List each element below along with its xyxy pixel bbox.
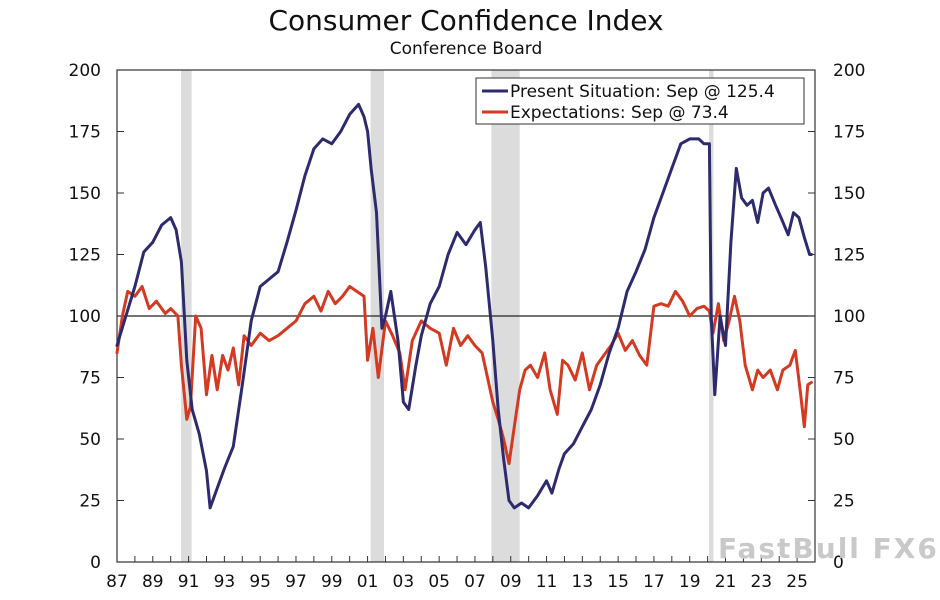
x-tick-label-13: 13: [572, 572, 594, 592]
y-tick-label-left-200: 200: [69, 61, 101, 81]
chart-subtitle: Conference Board: [390, 39, 543, 59]
x-tick-label-03: 03: [393, 572, 415, 592]
x-tick-label-07: 07: [464, 572, 486, 592]
watermark: FastBull FX678: [718, 532, 940, 565]
legend-box: [475, 77, 805, 125]
x-tick-label-01: 01: [357, 572, 379, 592]
x-tick-label-95: 95: [249, 572, 271, 592]
y-tick-label-left-25: 25: [79, 492, 101, 512]
y-tick-label-left-125: 125: [69, 246, 101, 266]
y-tick-label-right-200: 200: [833, 61, 865, 81]
y-tick-label-right-25: 25: [833, 492, 855, 512]
x-tick-label-09: 09: [500, 572, 522, 592]
y-tick-label-left-50: 50: [79, 430, 101, 450]
series-lines: [115, 102, 813, 510]
y-tick-label-right-100: 100: [833, 307, 865, 327]
x-tick-label-87: 87: [106, 572, 128, 592]
y-tick-label-right-50: 50: [833, 430, 855, 450]
x-tick-label-91: 91: [178, 572, 200, 592]
axes: 0 0 25 25 50 50 75 75 100 100 125 125 150 150 175 175 20…: [69, 61, 866, 592]
x-tick-label-99: 99: [321, 572, 343, 592]
y-tick-label-left-0: 0: [90, 553, 101, 573]
y-tick-label-right-125: 125: [833, 246, 865, 266]
x-tick-label-89: 89: [142, 572, 164, 592]
x-tick-label-21: 21: [715, 572, 737, 592]
x-tick-label-17: 17: [643, 572, 665, 592]
series-line-0: [115, 102, 813, 510]
x-tick-label-97: 97: [285, 572, 307, 592]
y-tick-label-left-100: 100: [69, 307, 101, 327]
x-tick-label-23: 23: [750, 572, 772, 592]
series-line-1: [115, 285, 813, 466]
y-tick-label-left-150: 150: [69, 184, 101, 204]
y-tick-label-left-175: 175: [69, 123, 101, 143]
legend-label-1: Expectations: Sep @ 73.4: [510, 103, 729, 123]
legend: Present Situation: Sep @ 125.4Expectatio…: [475, 77, 805, 125]
y-tick-label-left-75: 75: [79, 369, 101, 389]
y-tick-label-right-150: 150: [833, 184, 865, 204]
chart-title: Consumer Confidence Index: [268, 4, 663, 37]
x-tick-label-93: 93: [214, 572, 236, 592]
x-tick-label-19: 19: [679, 572, 701, 592]
y-tick-label-right-0: 0: [833, 553, 844, 573]
x-tick-label-15: 15: [607, 572, 629, 592]
y-tick-label-right-75: 75: [833, 369, 855, 389]
x-tick-label-25: 25: [786, 572, 808, 592]
x-tick-label-05: 05: [428, 572, 450, 592]
legend-label-0: Present Situation: Sep @ 125.4: [510, 82, 775, 102]
x-tick-label-11: 11: [536, 572, 558, 592]
y-tick-label-right-175: 175: [833, 123, 865, 143]
